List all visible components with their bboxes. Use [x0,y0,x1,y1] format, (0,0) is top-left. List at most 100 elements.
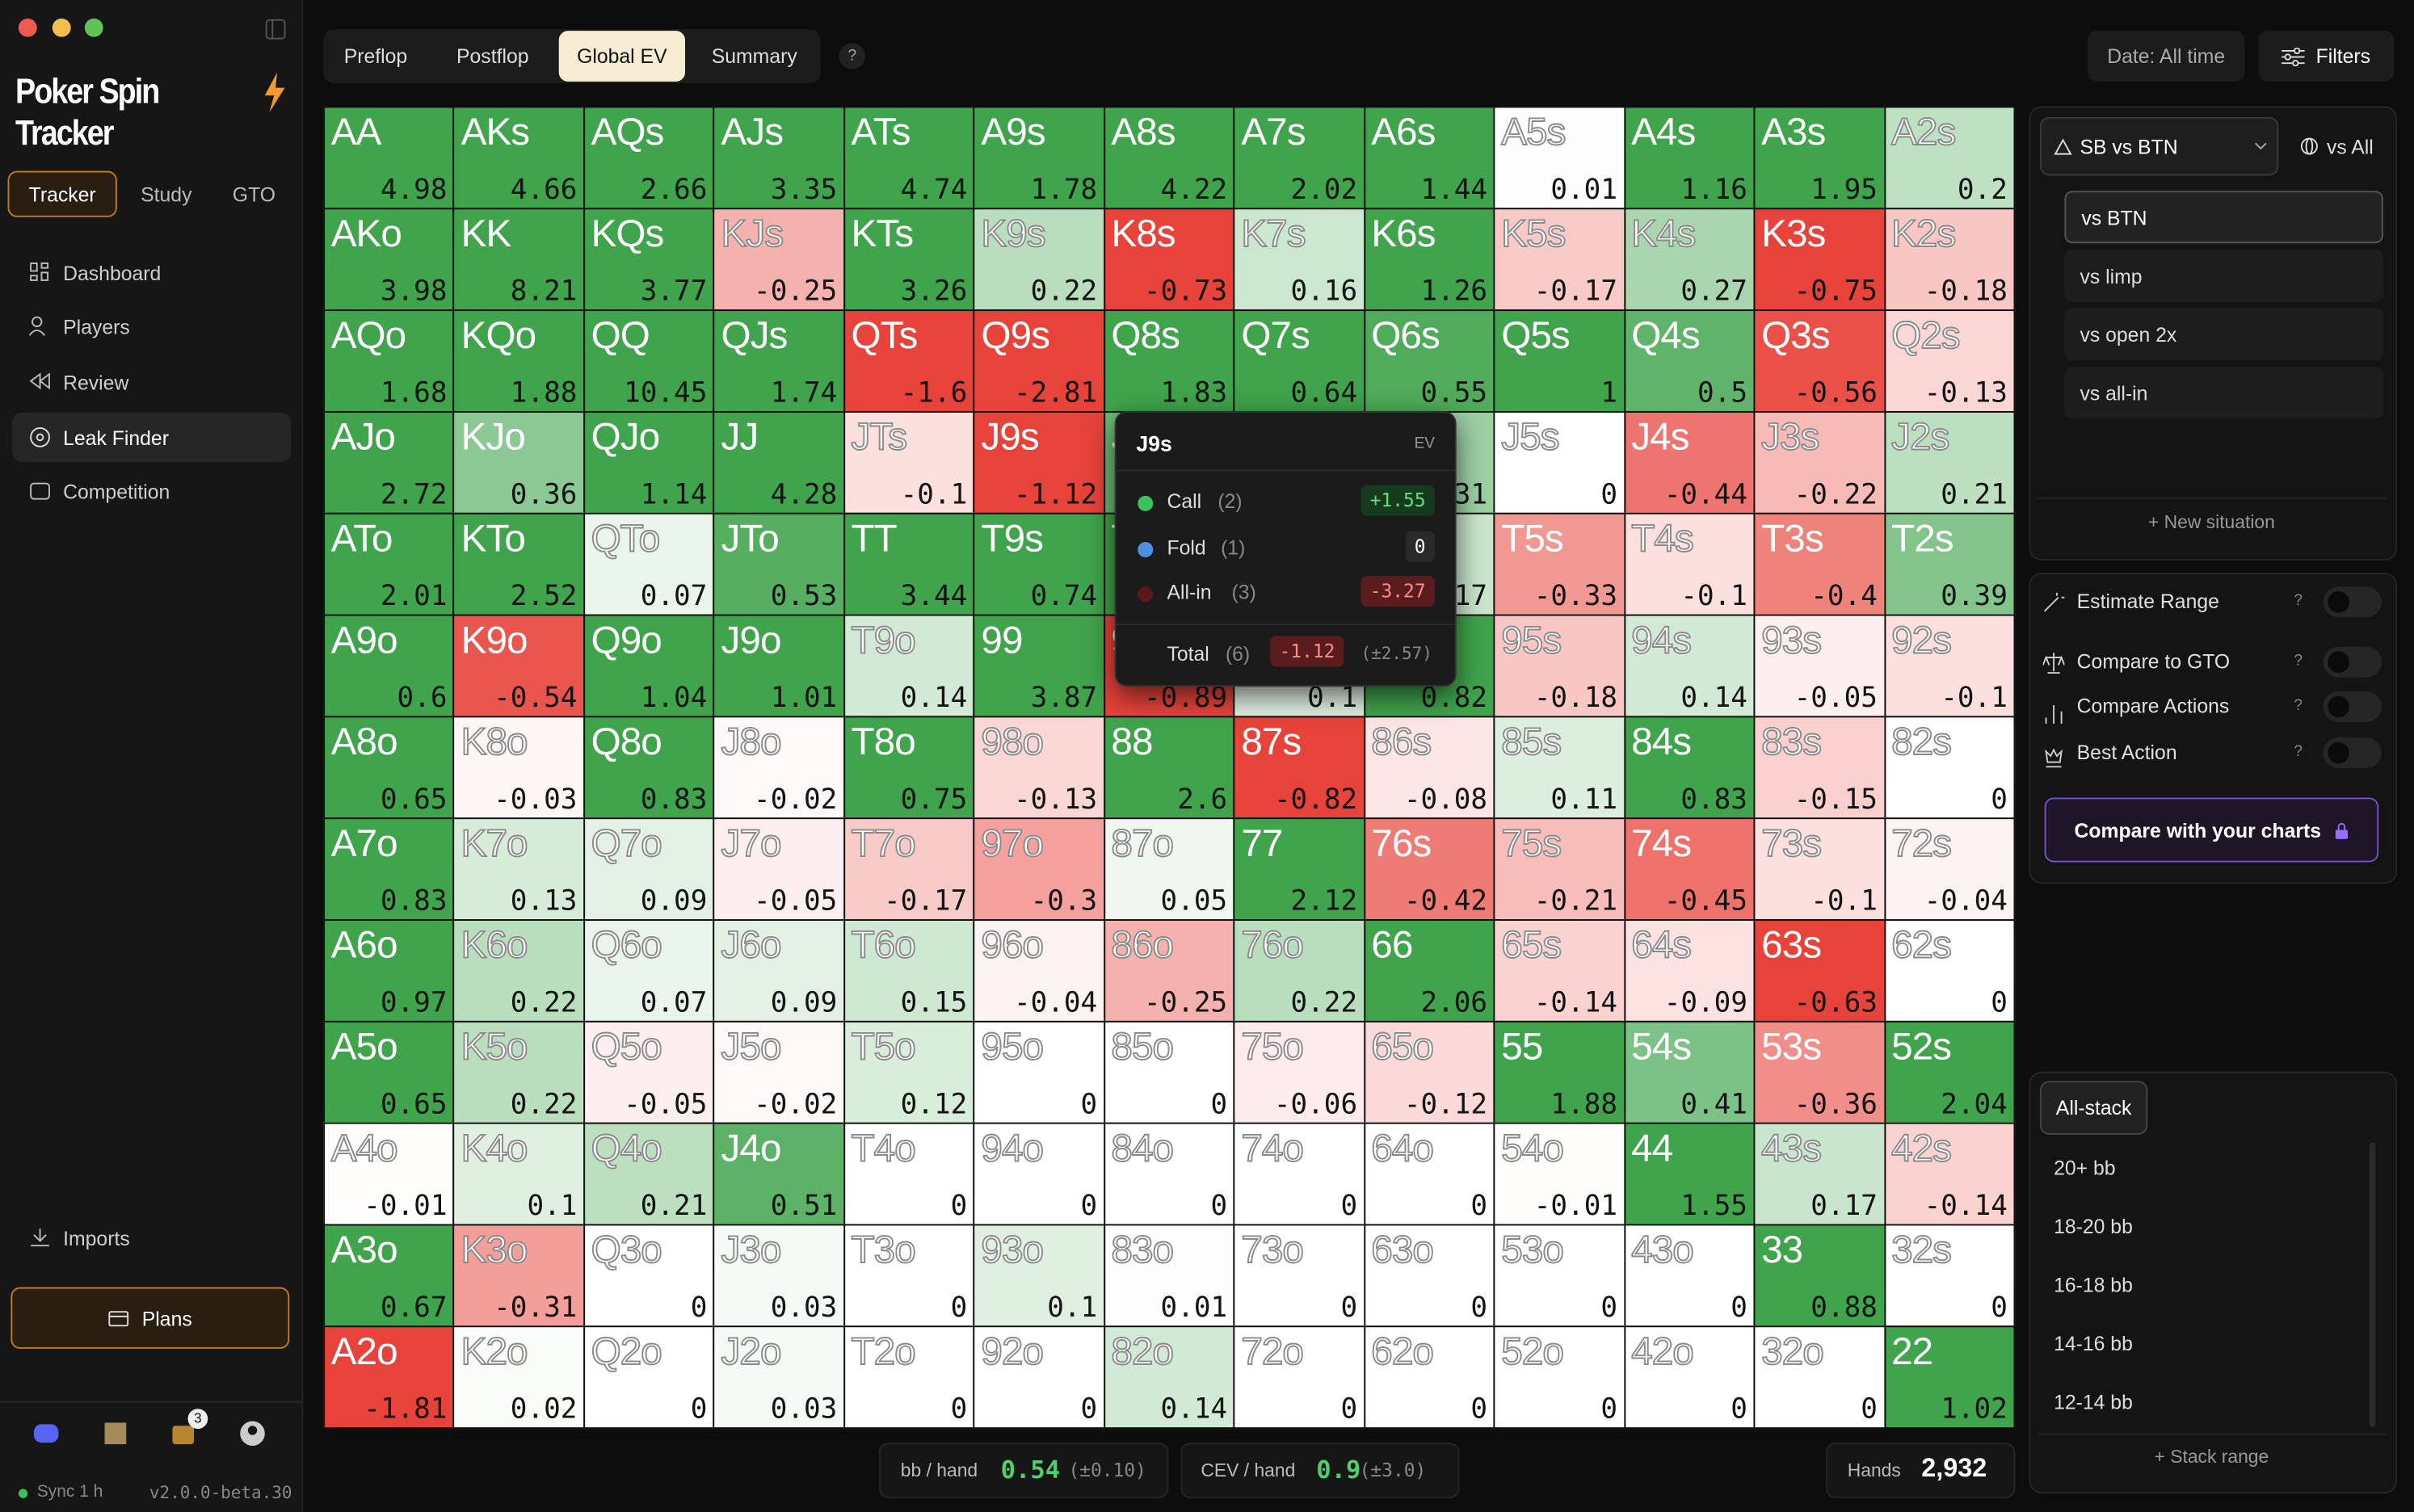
hand-cell[interactable]: 72s -0.04 [1883,817,2016,921]
hand-cell[interactable]: 83o 0.01 [1103,1224,1235,1328]
hand-cell[interactable]: Q7o 0.09 [583,817,715,921]
hand-cell[interactable]: 82s 0 [1883,716,2016,820]
hand-cell[interactable]: A9o 0.6 [323,614,456,718]
hand-cell[interactable]: J4s -0.44 [1623,410,1756,514]
hand-cell[interactable]: QTo 0.07 [583,512,715,616]
hand-cell[interactable]: A3o 0.67 [323,1224,456,1328]
hand-cell[interactable]: Q2o 0 [583,1325,715,1430]
hand-cell[interactable]: AKo 3.98 [323,208,456,312]
hand-cell[interactable]: K4s 0.27 [1623,208,1756,312]
hand-cell[interactable]: AQs 2.66 [583,106,715,210]
tab-preflop[interactable]: Preflop [343,44,408,68]
stack-item[interactable]: 16-18 bb [2054,1273,2133,1297]
hand-cell[interactable]: Q9s -2.81 [973,309,1105,413]
hand-cell[interactable]: 76o 0.22 [1233,919,1365,1023]
hand-cell[interactable]: 75o -0.06 [1233,1020,1365,1124]
filters-button[interactable]: Filters [2258,31,2395,82]
hand-cell[interactable]: A2s 0.2 [1883,106,2016,210]
situation-item[interactable]: vs open 2x [2064,308,2383,361]
hand-cell[interactable]: 32o 0 [1753,1325,1886,1430]
hand-cell[interactable]: 98o -0.13 [973,716,1105,820]
hand-cell[interactable]: Q3s -0.56 [1753,309,1886,413]
tab-gto[interactable]: GTO [232,182,276,206]
hand-cell[interactable]: JJ 4.28 [713,410,845,514]
hand-cell[interactable]: Q7s 0.64 [1233,309,1365,413]
hand-cell[interactable]: 72o 0 [1233,1325,1365,1430]
hand-cell[interactable]: KTo 2.52 [453,512,585,616]
hand-cell[interactable]: ATs 4.74 [843,106,975,210]
hand-cell[interactable]: 95s -0.18 [1493,614,1625,718]
hand-cell[interactable]: J3s -0.22 [1753,410,1886,514]
hand-cell[interactable]: A7s 2.02 [1233,106,1365,210]
hand-cell[interactable]: AQo 1.68 [323,309,456,413]
hand-cell[interactable]: 55 1.88 [1493,1020,1625,1124]
hand-cell[interactable]: Q3o 0 [583,1224,715,1328]
hand-cell[interactable]: A4s 1.16 [1623,106,1756,210]
hand-cell[interactable]: 42s -0.14 [1883,1122,2016,1226]
hand-cell[interactable]: 76s -0.42 [1363,817,1495,921]
hand-cell[interactable]: T2o 0 [843,1325,975,1430]
hand-cell[interactable]: 64s -0.09 [1623,919,1756,1023]
stack-item[interactable]: 18-20 bb [2054,1215,2133,1238]
hand-cell[interactable]: K8o -0.03 [453,716,585,820]
hand-cell[interactable]: KJs -0.25 [713,208,845,312]
hand-cell[interactable]: A6o 0.97 [323,919,456,1023]
option-toggle[interactable] [2323,691,2382,723]
hand-cell[interactable]: AJs 3.35 [713,106,845,210]
hand-cell[interactable]: Q4s 0.5 [1623,309,1756,413]
hand-cell[interactable]: A6s 1.44 [1363,106,1495,210]
hand-cell[interactable]: ATo 2.01 [323,512,456,616]
hand-cell[interactable]: KTs 3.26 [843,208,975,312]
hand-cell[interactable]: T3s -0.4 [1753,512,1886,616]
hand-cell[interactable]: K3o -0.31 [453,1224,585,1328]
hand-cell[interactable]: T3o 0 [843,1224,975,1328]
nav-competition[interactable]: Competition [12,467,291,516]
hand-cell[interactable]: T2s 0.39 [1883,512,2016,616]
hand-cell[interactable]: T4s -0.1 [1623,512,1756,616]
hand-cell[interactable]: Q4o 0.21 [583,1122,715,1226]
hand-cell[interactable]: K8s -0.73 [1103,208,1235,312]
hand-cell[interactable]: Q6o 0.07 [583,919,715,1023]
hand-cell[interactable]: 94o 0 [973,1122,1105,1226]
hand-cell[interactable]: A8s 4.22 [1103,106,1235,210]
plans-button[interactable]: Plans [11,1287,290,1349]
hand-cell[interactable]: 92s -0.1 [1883,614,2016,718]
hand-cell[interactable]: AJo 2.72 [323,410,456,514]
hand-cell[interactable]: K9o -0.54 [453,614,585,718]
hand-cell[interactable]: 93s -0.05 [1753,614,1886,718]
hand-cell[interactable]: 52s 2.04 [1883,1020,2016,1124]
hand-cell[interactable]: 44 1.55 [1623,1122,1756,1226]
hand-cell[interactable]: 54s 0.41 [1623,1020,1756,1124]
hand-cell[interactable]: 62s 0 [1883,919,2016,1023]
hand-cell[interactable]: J8o -0.02 [713,716,845,820]
tab-global-ev[interactable]: Global EV [558,31,685,82]
stack-item[interactable]: All-stack [2039,1081,2148,1135]
hand-cell[interactable]: 85s 0.11 [1493,716,1625,820]
hand-cell[interactable]: A7o 0.83 [323,817,456,921]
hand-cell[interactable]: 84s 0.83 [1623,716,1756,820]
hand-cell[interactable]: 32s 0 [1883,1224,2016,1328]
hand-cell[interactable]: JTs -0.1 [843,410,975,514]
hand-cell[interactable]: 96o -0.04 [973,919,1105,1023]
hand-cell[interactable]: 53s -0.36 [1753,1020,1886,1124]
hand-cell[interactable]: 63o 0 [1363,1224,1495,1328]
hand-cell[interactable]: 33 0.88 [1753,1224,1886,1328]
hand-cell[interactable]: J2s 0.21 [1883,410,2016,514]
hand-cell[interactable]: Q9o 1.04 [583,614,715,718]
hand-cell[interactable]: QJs 1.74 [713,309,845,413]
hand-cell[interactable]: T5s -0.33 [1493,512,1625,616]
hand-cell[interactable]: 66 2.06 [1363,919,1495,1023]
hand-cell[interactable]: 85o 0 [1103,1020,1235,1124]
new-situation[interactable]: + New situation [2147,510,2275,533]
hand-cell[interactable]: 52o 0 [1493,1325,1625,1430]
date-filter[interactable]: Date: All time [2087,31,2245,82]
hand-cell[interactable]: Q8s 1.83 [1103,309,1235,413]
option-toggle[interactable] [2323,646,2382,678]
hand-cell[interactable]: 92o 0 [973,1325,1105,1430]
hand-cell[interactable]: J5o -0.02 [713,1020,845,1124]
hand-cell[interactable]: K6s 1.26 [1363,208,1495,312]
hand-cell[interactable]: 54o -0.01 [1493,1122,1625,1226]
collapse-icon[interactable] [265,19,287,40]
hand-cell[interactable]: 43o 0 [1623,1224,1756,1328]
hand-cell[interactable]: T7o -0.17 [843,817,975,921]
